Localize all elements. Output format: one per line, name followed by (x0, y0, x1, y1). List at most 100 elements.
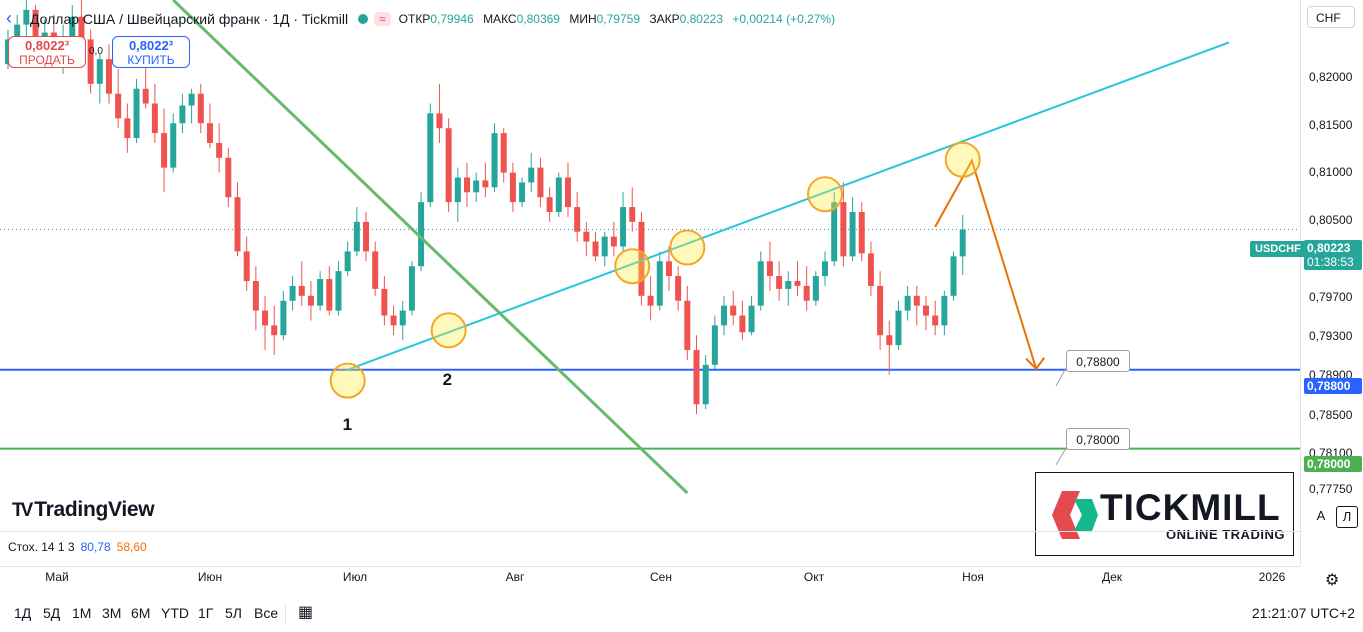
candle-body (509, 172, 516, 203)
price-label: 0,79700 (1309, 290, 1353, 304)
candle-body (234, 197, 241, 252)
candle-body (629, 207, 636, 222)
wave-icon[interactable]: ≈ (374, 12, 391, 26)
stochastic-legend[interactable]: Стох. 14 1 3 80,78 58,60 (8, 540, 147, 554)
candle-body (519, 182, 526, 203)
level-tag-0780: 0,78000 (1304, 456, 1362, 472)
point-labels: 12 (343, 370, 452, 434)
timeframe-6m[interactable]: 6М (131, 605, 151, 621)
candle-body (675, 276, 682, 301)
candle-body (785, 281, 792, 289)
time-axis[interactable]: Май Июн Июл Авг Сен Окт Ноя Дек 2026 (0, 570, 1300, 590)
price-label: 0,82000 (1309, 70, 1353, 84)
trendline-0 (347, 41, 1230, 371)
candle-body (812, 276, 819, 301)
candle-body (537, 167, 544, 198)
timeframe-ytd[interactable]: YTD (161, 605, 189, 621)
candle-body (381, 288, 388, 316)
candle-body (353, 221, 360, 252)
price-axis[interactable]: CHF 0,82000 0,81500 0,81000 0,80500 0,79… (1300, 0, 1363, 566)
symbol-title[interactable]: Доллар США / Швейцарский франк · 1Д · Ti… (30, 11, 349, 27)
candle-body (216, 142, 223, 158)
gear-icon[interactable]: ⚙ (1325, 572, 1340, 589)
candle-body (408, 266, 415, 311)
candle-body (363, 221, 370, 252)
candle-body (390, 315, 397, 326)
candle-body (96, 59, 103, 84)
time-label: 2026 (1258, 570, 1286, 584)
timeframe-1m[interactable]: 1М (72, 605, 92, 621)
candle-body (436, 113, 443, 129)
candle-body (684, 300, 691, 351)
candle-body (87, 39, 94, 84)
candle-body (179, 105, 186, 124)
time-label: Окт (803, 570, 825, 584)
calendar-icon[interactable]: ▦ (298, 604, 314, 621)
candle-body (730, 305, 737, 316)
callout-0788[interactable]: 0,78800 (1066, 350, 1130, 372)
candle-body (840, 202, 847, 257)
candle-body (491, 133, 498, 188)
log-scale-button[interactable]: Л (1336, 506, 1358, 528)
toolbar-divider (285, 604, 286, 624)
candle-body (262, 310, 269, 326)
candle-body (647, 295, 654, 306)
candle-body (721, 305, 728, 326)
chart-collapse-icon[interactable]: ‹ (6, 8, 12, 28)
candle-body (188, 93, 195, 106)
price-chart[interactable]: 12 (0, 0, 1300, 566)
candle-body (473, 180, 480, 193)
timeframe-3m[interactable]: 3М (102, 605, 122, 621)
tradingview-logo[interactable]: TV TradingView (12, 498, 155, 521)
candle-body (151, 103, 158, 134)
candle-body (886, 335, 893, 346)
callout-0780[interactable]: 0,78000 (1066, 428, 1130, 450)
candle-body (592, 241, 599, 257)
candle-body (748, 305, 755, 333)
timeframe-all[interactable]: Все (254, 605, 279, 621)
candle-body (601, 236, 608, 257)
tickmill-logo: TICKMILL ONLINE TRADING (1035, 472, 1294, 556)
price-label: 0,80500 (1309, 213, 1353, 227)
candle-body (638, 221, 645, 296)
candle-body (307, 295, 314, 306)
circles (329, 141, 981, 399)
time-label: Сен (650, 570, 672, 584)
callout-pointer (1055, 447, 1067, 466)
candle-body (923, 305, 929, 316)
candle-body (142, 88, 149, 104)
candle-body (170, 123, 177, 168)
trendline-1 (172, 0, 689, 495)
marker-circle-4 (807, 176, 844, 213)
candle-body (766, 261, 773, 277)
symbol-tag: USDCHF (1250, 241, 1306, 257)
timeframe-1y[interactable]: 1Г (198, 605, 214, 621)
candle-body (326, 279, 333, 311)
candle-body (932, 315, 939, 326)
candle-body (271, 325, 278, 336)
candle-body (298, 285, 305, 296)
candle-body (895, 310, 902, 346)
timeframe-5d[interactable]: 5Д (43, 605, 61, 621)
candle-body (124, 118, 131, 139)
candle-body (959, 229, 966, 257)
sell-button[interactable]: 0,8022³ ПРОДАТЬ (8, 36, 86, 68)
candle-body (564, 177, 571, 208)
bottom-toolbar: 1Д 5Д 1М 3М 6М YTD 1Г 5Л Все ▦ 21:21:07 … (0, 596, 1363, 632)
candle-body (877, 285, 884, 336)
currency-selector[interactable]: CHF (1307, 6, 1355, 28)
buy-button[interactable]: 0,8022³ КУПИТЬ (112, 36, 190, 68)
timeframe-5y[interactable]: 5Л (225, 605, 242, 621)
projection-arrowhead (1025, 357, 1045, 371)
candle-body (831, 202, 838, 262)
timeframe-1d[interactable]: 1Д (14, 605, 32, 621)
candle-body (711, 325, 718, 365)
clock[interactable]: 21:21:07 UTC+2 (1251, 605, 1355, 621)
candle-body (418, 202, 425, 267)
candle-body (913, 295, 920, 306)
candle-body (941, 295, 948, 326)
candle-body (583, 231, 590, 242)
point-label-2: 2 (443, 370, 452, 389)
auto-scale-button[interactable]: A (1316, 508, 1326, 523)
candle-body (904, 295, 911, 311)
